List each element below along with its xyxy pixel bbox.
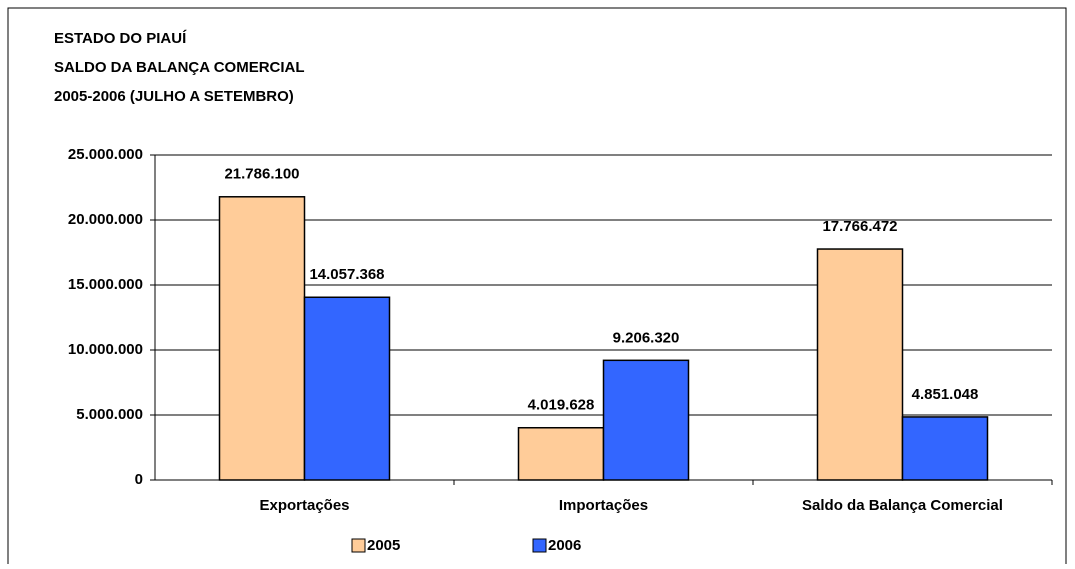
bar: [517, 426, 605, 481]
legend-label: 2006: [548, 537, 581, 554]
bar: [218, 196, 306, 481]
x-tick-label: Exportações: [259, 497, 349, 514]
data-label: 9.206.320: [613, 329, 680, 346]
y-tick-label: 10.000.000: [68, 341, 143, 358]
data-label: 14.057.368: [309, 266, 384, 283]
data-label: 17.766.472: [822, 218, 897, 235]
y-tick-label: 0: [135, 471, 143, 488]
data-label: 4.851.048: [912, 386, 979, 403]
y-tick-label: 20.000.000: [68, 211, 143, 228]
x-tick-label: Importações: [559, 497, 648, 514]
data-label: 4.019.628: [528, 397, 595, 414]
data-label: 21.786.100: [224, 166, 299, 183]
bar: [901, 416, 989, 481]
y-tick-label: 5.000.000: [76, 406, 143, 423]
chart-title: 2005-2006 (JULHO A SETEMBRO): [54, 88, 294, 105]
y-tick-label: 15.000.000: [68, 276, 143, 293]
chart-title: SALDO DA BALANÇA COMERCIAL: [54, 59, 305, 76]
legend-swatch: [351, 538, 366, 553]
bar: [303, 296, 391, 481]
y-tick-label: 25.000.000: [68, 146, 143, 163]
chart-title: ESTADO DO PIAUÍ: [54, 30, 187, 47]
legend-swatch: [532, 538, 547, 553]
chart-frame: [7, 7, 1067, 564]
bar: [816, 248, 904, 481]
legend-label: 2005: [367, 537, 400, 554]
x-tick-label: Saldo da Balança Comercial: [802, 497, 1003, 514]
bar: [602, 359, 690, 481]
